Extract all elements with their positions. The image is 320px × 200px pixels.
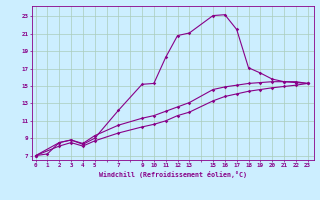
X-axis label: Windchill (Refroidissement éolien,°C): Windchill (Refroidissement éolien,°C): [99, 171, 247, 178]
